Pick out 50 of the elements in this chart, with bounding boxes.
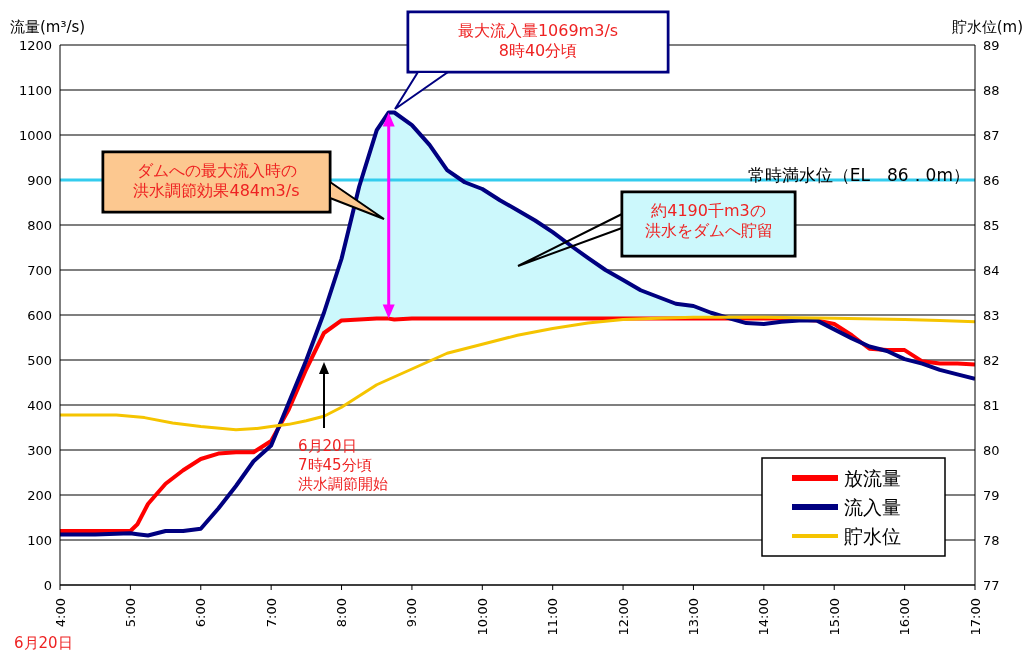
y-axis-title: 流量(m³/s)	[10, 18, 86, 36]
y-tick-label: 0	[43, 577, 52, 593]
line-series	[60, 315, 975, 432]
x-tick-label: 14:00	[756, 598, 772, 636]
y-tick-label: 200	[27, 487, 52, 503]
x-tick-label: 5:00	[122, 598, 138, 628]
annotation: 最大流入量1069m3/s8時40分頃	[457, 21, 619, 60]
y2-tick-label: 87	[983, 127, 1000, 143]
y-tick-label: 700	[27, 262, 52, 278]
y-tick-label: 500	[27, 352, 52, 368]
x-tick-label: 6:00	[193, 598, 209, 628]
y-tick-label: 400	[27, 397, 52, 413]
y-tick-label: 600	[27, 307, 52, 323]
y2-tick-label: 77	[983, 577, 1000, 593]
x-tick-label: 13:00	[685, 598, 701, 636]
y2-tick-label: 81	[983, 397, 1000, 413]
x-tick-label: 8:00	[334, 598, 350, 628]
legend-label: 流入量	[844, 496, 901, 518]
annotation: 約4190千m3の洪水をダムへ貯留	[644, 201, 773, 240]
y2-tick-label: 80	[983, 442, 1000, 458]
x-tick-label: 16:00	[897, 598, 913, 636]
y2-tick-label: 86	[983, 172, 1000, 188]
x-tick-label: 4:00	[52, 598, 68, 628]
y2-tick-label: 85	[983, 217, 1000, 233]
y2-axis-title: 貯水位(m)	[951, 18, 1023, 36]
y2-tick-label: 82	[983, 352, 1000, 368]
x-tick-label: 12:00	[615, 598, 631, 636]
y-tick-label: 300	[27, 442, 52, 458]
legend-label: 貯水位	[844, 525, 901, 547]
x-tick-label: 9:00	[404, 598, 420, 628]
y2-tick-label: 88	[983, 82, 1000, 98]
y-tick-label: 100	[27, 532, 52, 548]
y-tick-label: 1100	[18, 82, 52, 98]
y2-tick-label: 84	[983, 262, 1000, 278]
x-tick-label: 17:00	[967, 598, 983, 636]
x-tick-label: 7:00	[263, 598, 279, 628]
x-tick-label: 10:00	[474, 598, 490, 636]
y-tick-label: 1000	[18, 127, 52, 143]
legend-label: 放流量	[844, 467, 901, 489]
y-tick-label: 900	[27, 172, 52, 188]
annotation: ダムへの最大流入時の洪水調節効果484m3/s	[133, 161, 300, 200]
y-tick-label: 1200	[18, 37, 52, 53]
y-tick-label: 800	[27, 217, 52, 233]
text: 6月20日	[14, 634, 73, 652]
x-tick-label: 15:00	[826, 598, 842, 636]
y2-tick-label: 79	[983, 487, 1000, 503]
y2-tick-label: 83	[983, 307, 1000, 323]
x-tick-label: 11:00	[545, 598, 561, 636]
y2-tick-label: 89	[983, 37, 1000, 53]
y2-tick-label: 78	[983, 532, 1000, 548]
